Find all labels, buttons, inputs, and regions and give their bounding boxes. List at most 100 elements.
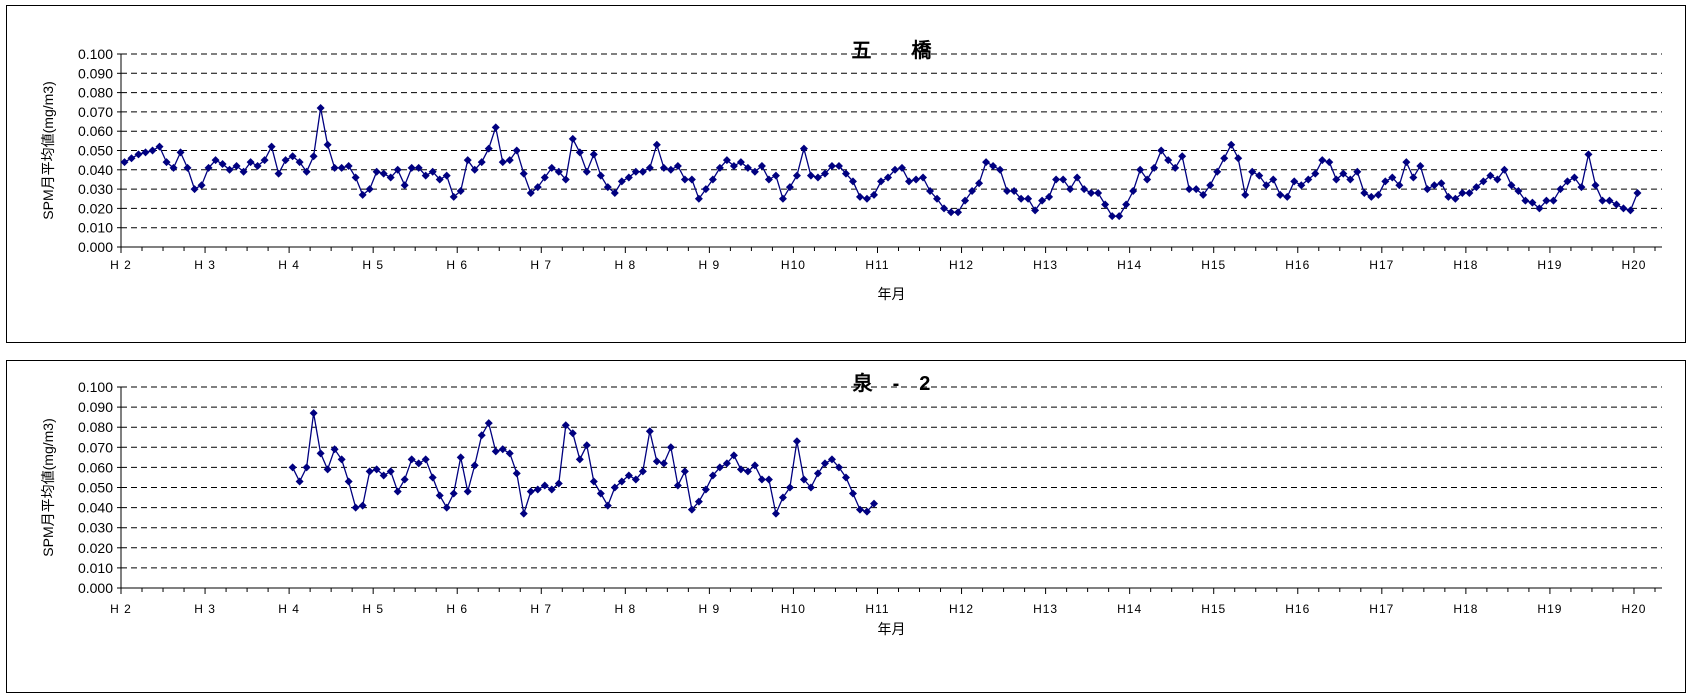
data-point — [652, 457, 661, 466]
x-tick-label: H 9 — [699, 602, 721, 616]
data-point — [659, 459, 668, 468]
data-point — [1136, 165, 1145, 174]
data-point — [505, 449, 514, 458]
data-point — [1388, 173, 1397, 182]
data-point — [295, 158, 304, 167]
data-point — [799, 144, 808, 153]
data-point — [337, 163, 346, 172]
data-point — [1626, 206, 1635, 215]
data-point — [799, 475, 808, 484]
data-point — [989, 161, 998, 170]
data-point — [477, 431, 486, 440]
y-axis-label: SPM月平均値(mg/m3) — [40, 81, 56, 219]
data-point — [568, 429, 577, 438]
line-chart-izumi-2: 泉 - 2 0.000 0.010 0.020 0.030 0.040 0.050 0.060… — [40, 371, 1662, 637]
data-point — [582, 167, 591, 176]
y-tick-label: 0.030 — [78, 520, 113, 536]
y-tick-label: 0.010 — [78, 220, 113, 236]
data-point — [1367, 192, 1376, 201]
x-tick-label: H 7 — [530, 602, 552, 616]
data-point — [260, 156, 269, 165]
y-tick-label: 0.030 — [78, 181, 113, 197]
x-tick-label: H 3 — [194, 602, 216, 616]
data-point — [1437, 179, 1446, 188]
data-point — [288, 463, 297, 472]
data-point — [764, 475, 773, 484]
x-tick-label: H14 — [1117, 258, 1142, 272]
series-line — [124, 107, 1639, 217]
data-point — [372, 465, 381, 474]
data-point — [141, 148, 150, 157]
data-point — [1297, 181, 1306, 190]
data-point — [1171, 163, 1180, 172]
chart-title: 泉 - 2 — [852, 371, 931, 395]
data-point — [820, 459, 829, 468]
data-point — [1178, 152, 1187, 161]
data-point — [1612, 200, 1621, 209]
data-point — [715, 163, 724, 172]
data-point — [1430, 181, 1439, 190]
chart-panel-goshi: 五 橋 0.000 0.010 0.020 0.030 0.040 0.050 0.060 0.… — [6, 5, 1686, 343]
data-point — [547, 485, 556, 494]
data-point — [330, 445, 339, 454]
data-point — [309, 152, 318, 161]
data-point — [1192, 185, 1201, 194]
data-point — [526, 487, 535, 496]
data-point — [757, 475, 766, 484]
data-point — [456, 187, 465, 196]
data-point — [400, 181, 409, 190]
data-point — [344, 477, 353, 486]
y-tick-label: 0.000 — [78, 580, 113, 596]
x-tick-label: H 6 — [446, 258, 468, 272]
y-tick-label: 0.040 — [78, 162, 113, 178]
chart-title: 五 橋 — [852, 38, 933, 62]
data-point — [190, 185, 199, 194]
data-point — [442, 171, 451, 180]
data-point — [204, 163, 213, 172]
x-tick-label: H 5 — [362, 258, 384, 272]
data-point — [1353, 167, 1362, 176]
data-point — [1304, 175, 1313, 184]
data-point — [414, 163, 423, 172]
data-point — [512, 146, 521, 155]
x-tick-label: H 4 — [278, 258, 300, 272]
data-point — [155, 142, 164, 151]
data-point — [1290, 177, 1299, 186]
data-point — [673, 481, 682, 490]
data-point — [575, 148, 584, 157]
data-point — [498, 158, 507, 167]
y-axis-label: SPM月平均値(mg/m3) — [40, 418, 56, 556]
data-point — [694, 497, 703, 506]
data-point — [512, 469, 521, 478]
data-point — [407, 455, 416, 464]
y-tick-label: 0.080 — [78, 419, 113, 435]
data-point — [1493, 175, 1502, 184]
data-point — [1115, 212, 1124, 221]
data-point — [1311, 169, 1320, 178]
data-point — [631, 167, 640, 176]
x-tick-label: H 9 — [699, 258, 721, 272]
data-point — [855, 192, 864, 201]
data-point — [898, 163, 907, 172]
data-point — [169, 163, 178, 172]
data-point — [1381, 177, 1390, 186]
data-point — [491, 447, 500, 456]
data-point — [1479, 177, 1488, 186]
y-tick-label: 0.020 — [78, 200, 113, 216]
data-point — [183, 163, 192, 172]
data-point — [540, 173, 549, 182]
data-point — [1045, 192, 1054, 201]
data-point — [996, 165, 1005, 174]
data-point — [351, 173, 360, 182]
data-point — [1619, 204, 1628, 213]
data-point — [708, 471, 717, 480]
data-point — [1066, 185, 1075, 194]
data-point — [1577, 183, 1586, 192]
data-point — [344, 161, 353, 170]
data-point — [1038, 196, 1047, 205]
x-tick-label: H 6 — [446, 602, 468, 616]
x-tick-label: H14 — [1117, 602, 1142, 616]
data-point — [246, 158, 255, 167]
data-point — [211, 156, 220, 165]
data-point — [792, 437, 801, 446]
